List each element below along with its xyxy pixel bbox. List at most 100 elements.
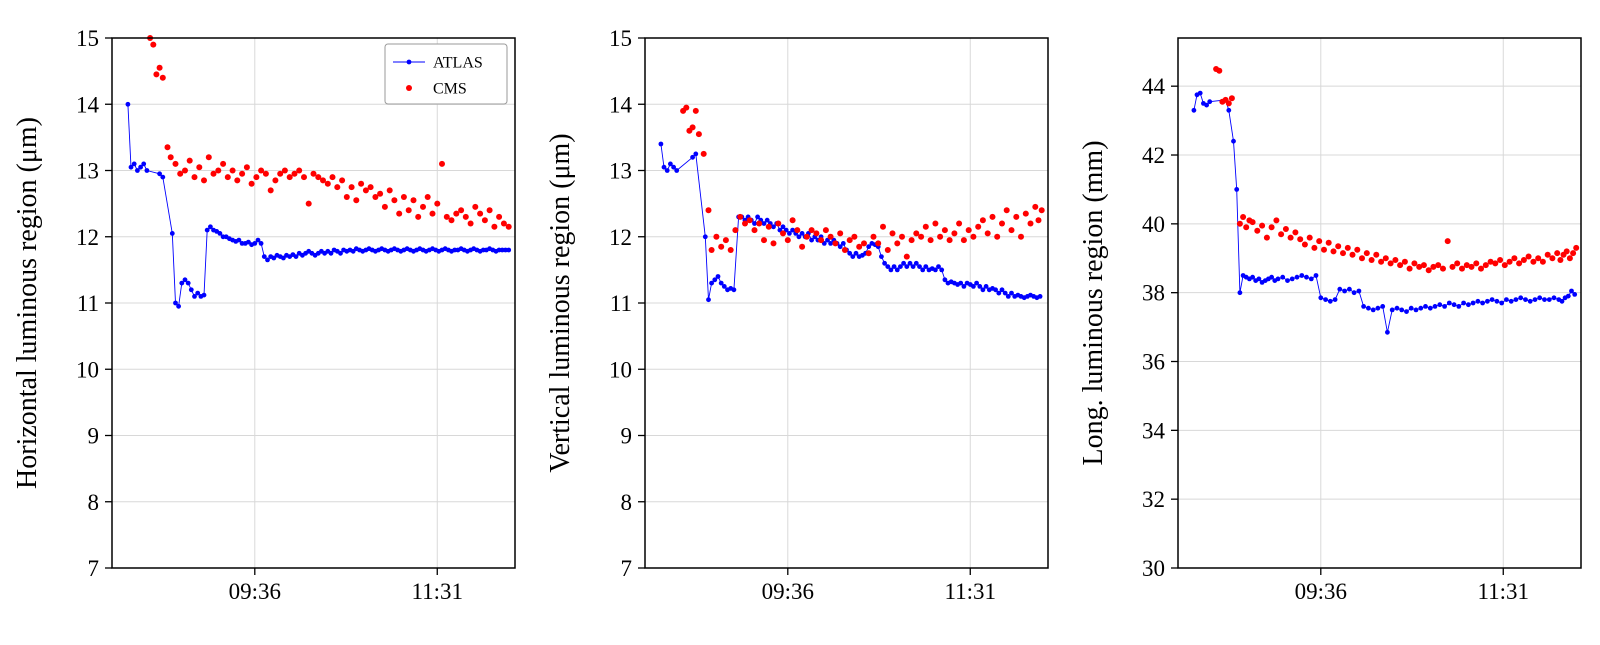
data-point [255, 237, 261, 243]
data-point [1249, 219, 1256, 226]
data-point [328, 250, 334, 256]
data-point [790, 227, 795, 233]
data-point [205, 154, 212, 161]
data-point [138, 164, 144, 170]
data-point [135, 168, 140, 173]
axis-ticks [1171, 85, 1504, 575]
plot-frame [644, 37, 1049, 569]
data-point [999, 220, 1005, 227]
data-point [796, 234, 802, 240]
data-point [989, 213, 996, 220]
data-point [999, 287, 1005, 293]
data-point [362, 187, 369, 194]
data-point [974, 280, 979, 286]
data-point [1501, 262, 1508, 269]
svg-text:12: 12 [76, 225, 99, 250]
svg-text:30: 30 [1142, 556, 1165, 581]
data-point [1275, 276, 1281, 282]
data-point [1404, 309, 1409, 314]
data-point [1557, 257, 1564, 263]
chart-panel-vertical: Vertical luminous region (μm) 7 8 9 10 11 12 1… [533, 0, 1066, 640]
data-point [186, 157, 193, 164]
atlas-legend-label: ATLAS [433, 55, 483, 72]
data-point [850, 254, 856, 259]
data-point [1504, 297, 1509, 302]
data-point [486, 207, 493, 214]
atlas-series [125, 101, 512, 309]
data-point [1425, 267, 1432, 274]
data-point [1530, 258, 1537, 265]
data-point [153, 71, 160, 78]
atlas-legend-marker [406, 59, 412, 65]
data-point [918, 233, 925, 240]
data-point [904, 264, 910, 269]
data-point [936, 264, 941, 269]
data-point [1347, 286, 1352, 292]
grid [1178, 38, 1581, 569]
data-point [700, 150, 707, 157]
data-point [386, 187, 393, 194]
data-point [1234, 187, 1240, 192]
data-point [160, 174, 166, 180]
data-point [217, 231, 223, 236]
data-point [941, 227, 948, 234]
data-point [1292, 229, 1299, 236]
data-point [898, 264, 903, 269]
data-point [253, 174, 260, 181]
data-point [692, 107, 699, 114]
data-point [236, 237, 242, 243]
svg-text:9: 9 [621, 424, 633, 449]
data-point [1461, 300, 1466, 306]
data-point [1444, 238, 1451, 245]
data-point [818, 237, 825, 244]
data-point [1532, 297, 1538, 302]
data-point [144, 168, 150, 173]
data-point [718, 280, 724, 286]
data-point [1370, 307, 1376, 313]
data-point [1278, 231, 1285, 238]
data-point [159, 74, 166, 81]
svg-text:8: 8 [621, 490, 633, 515]
svg-text:9: 9 [88, 424, 100, 449]
svg-text:34: 34 [1142, 418, 1166, 443]
data-point [1002, 290, 1008, 296]
atlas-series [658, 141, 1043, 303]
data-point [1566, 255, 1573, 262]
data-point [910, 264, 916, 269]
legend: ATLAS CMS [384, 43, 508, 105]
data-point [443, 213, 450, 220]
data-point [765, 223, 772, 230]
data-point [458, 207, 465, 214]
data-point [690, 154, 695, 160]
data-point [338, 250, 343, 256]
data-point [695, 131, 702, 138]
data-point [927, 237, 934, 244]
data-point [882, 260, 887, 266]
data-point [261, 254, 267, 259]
atlas-series [1191, 90, 1578, 335]
data-point [195, 290, 201, 296]
data-point [258, 241, 264, 246]
data-point [1032, 203, 1039, 210]
data-point [1508, 298, 1514, 304]
data-point [128, 164, 134, 170]
data-point [1570, 250, 1577, 257]
data-point [1397, 262, 1404, 269]
data-point [1259, 222, 1266, 229]
data-point [201, 177, 207, 184]
data-point [381, 203, 388, 210]
data-point [1366, 305, 1371, 311]
data-point [201, 292, 207, 298]
data-point [1022, 210, 1029, 217]
data-point [1470, 300, 1476, 306]
data-point [477, 210, 484, 217]
svg-text:44: 44 [1142, 74, 1166, 99]
data-point [400, 194, 407, 200]
data-point [377, 190, 384, 197]
data-point [1037, 294, 1043, 299]
svg-text:09:36: 09:36 [1295, 579, 1347, 604]
data-point [505, 223, 512, 230]
data-point [837, 230, 844, 237]
data-point [434, 200, 441, 207]
